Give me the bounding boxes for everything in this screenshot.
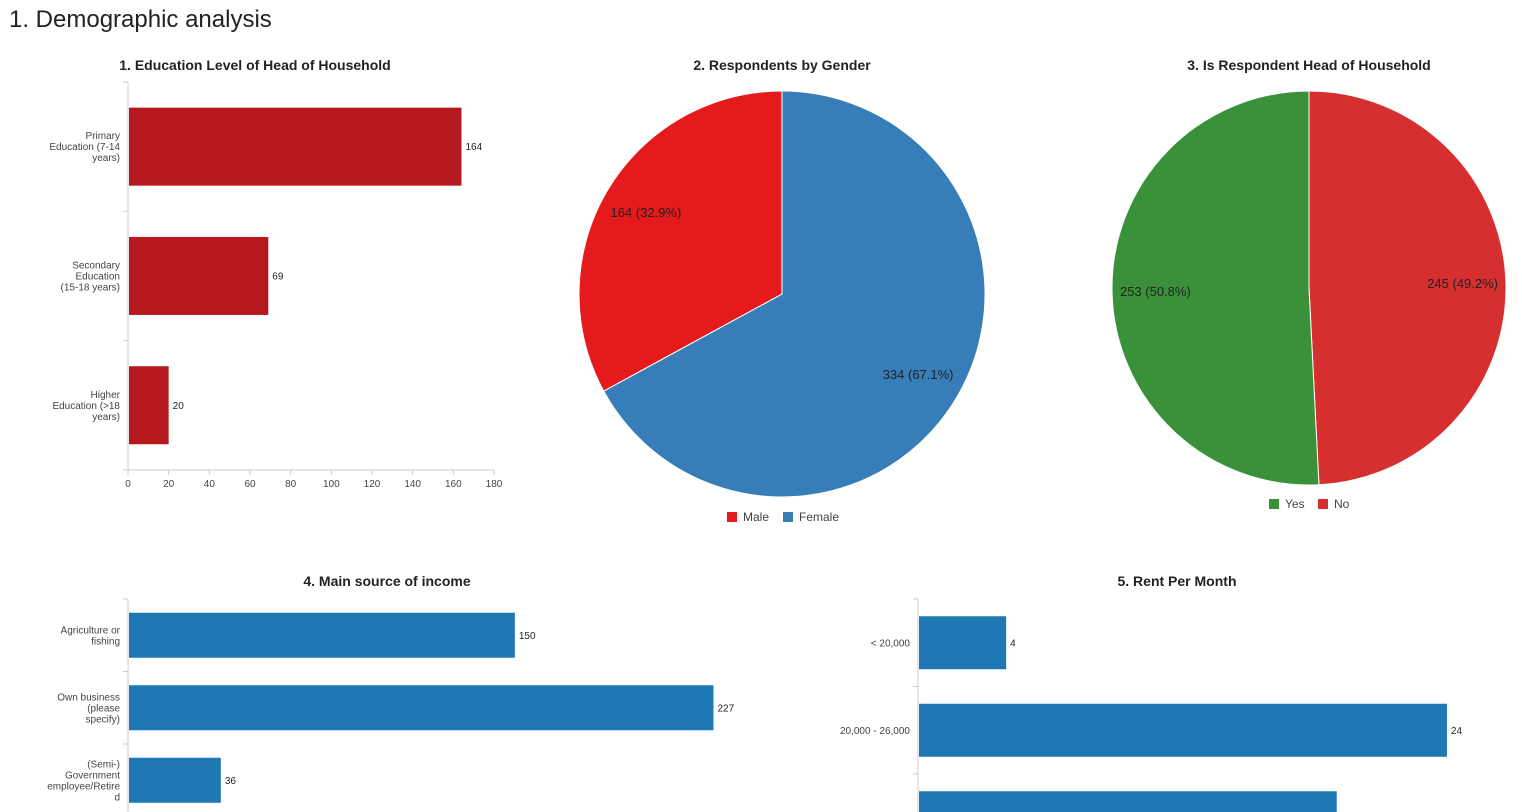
education-bar <box>129 366 169 445</box>
income-value-label: 150 <box>519 631 536 642</box>
income-chart-title: 4. Main source of income <box>303 573 470 589</box>
education-category-label: Education (>18 <box>52 401 120 412</box>
education-category-label: Secondary <box>72 260 120 271</box>
gender-chart-title: 2. Respondents by Gender <box>693 57 871 73</box>
education-x-tick-label: 0 <box>125 479 131 490</box>
income-bar <box>129 612 515 658</box>
education-x-tick-label: 160 <box>445 479 462 490</box>
head-chart: 3. Is Respondent Head of Household 245 (4… <box>1111 57 1507 511</box>
education-x-tick-label: 100 <box>323 479 340 490</box>
gender-slice-label: 164 (32.9%) <box>610 205 681 220</box>
education-chart: 1. Education Level of Head of Household 1… <box>49 57 502 490</box>
head-slice-yes <box>1111 90 1320 486</box>
income-category-label: Own business <box>57 692 120 703</box>
rent-chart-title: 5. Rent Per Month <box>1117 573 1236 589</box>
education-x-tick-label: 120 <box>364 479 381 490</box>
head-slice-label: 253 (50.8%) <box>1120 284 1191 299</box>
education-category-label: years) <box>92 412 120 423</box>
education-x-tick-label: 20 <box>163 479 175 490</box>
rent-category-label: 20,000 - 26,000 <box>840 726 910 737</box>
head-chart-title: 3. Is Respondent Head of Household <box>1187 57 1430 73</box>
income-category-label: (Semi-) <box>87 759 120 770</box>
income-category-label: Agriculture or <box>61 625 121 636</box>
education-value-label: 20 <box>173 401 185 412</box>
head-legend-label: No <box>1334 497 1350 511</box>
education-x-tick-label: 140 <box>404 479 421 490</box>
gender-slice-label: 334 (67.1%) <box>883 367 954 382</box>
income-category-label: fishing <box>91 636 120 647</box>
head-legend-label: Yes <box>1285 497 1305 511</box>
gender-legend-label: Male <box>743 510 769 524</box>
rent-bar <box>919 703 1447 757</box>
gender-legend-swatch <box>783 512 793 522</box>
income-chart: 4. Main source of income 150 Agriculture o… <box>47 573 735 812</box>
head-slice-label: 245 (49.2%) <box>1427 276 1498 291</box>
education-bar <box>129 107 462 186</box>
education-x-tick-label: 80 <box>285 479 297 490</box>
rent-category-label: < 20,000 <box>871 638 911 649</box>
education-x-tick-label: 60 <box>244 479 256 490</box>
rent-value-label: 4 <box>1010 638 1016 649</box>
income-category-label: Government <box>65 770 120 781</box>
education-value-label: 164 <box>465 142 482 153</box>
income-bar <box>129 685 714 731</box>
rent-bar <box>919 616 1007 670</box>
education-category-label: Primary <box>86 131 120 142</box>
education-category-label: Education (7-14 <box>49 142 120 153</box>
education-value-label: 69 <box>272 271 284 282</box>
gender-legend-label: Female <box>799 510 839 524</box>
income-category-label: employee/Retire <box>47 781 120 792</box>
income-category-label: d <box>114 792 120 803</box>
page-title: 1. Demographic analysis <box>9 6 272 33</box>
education-x-tick-label: 180 <box>486 479 503 490</box>
head-legend-swatch <box>1318 499 1328 509</box>
rent-bar <box>919 791 1337 812</box>
income-bar <box>129 757 221 803</box>
rent-chart: 5. Rent Per Month 4 < 20,000 24 20,000 - 26,… <box>840 573 1463 812</box>
income-category-label: specify) <box>86 714 120 725</box>
income-value-label: 36 <box>225 776 237 787</box>
income-category-label: (please <box>87 703 120 714</box>
income-value-label: 227 <box>717 703 734 714</box>
gender-chart: 2. Respondents by Gender 334 (67.1%) 164 (… <box>578 57 986 524</box>
head-legend-swatch <box>1269 499 1279 509</box>
education-category-label: years) <box>92 153 120 164</box>
gender-slice-female <box>603 90 986 498</box>
rent-value-label: 24 <box>1451 726 1463 737</box>
education-category-label: (15-18 years) <box>61 282 120 293</box>
gender-slice-male <box>578 90 783 392</box>
education-chart-title: 1. Education Level of Head of Household <box>119 57 390 73</box>
gender-legend-swatch <box>727 512 737 522</box>
education-x-tick-label: 40 <box>204 479 216 490</box>
education-category-label: Higher <box>91 390 121 401</box>
head-slice-no <box>1308 90 1507 486</box>
education-category-label: Education <box>76 271 120 282</box>
education-bar <box>129 236 269 315</box>
